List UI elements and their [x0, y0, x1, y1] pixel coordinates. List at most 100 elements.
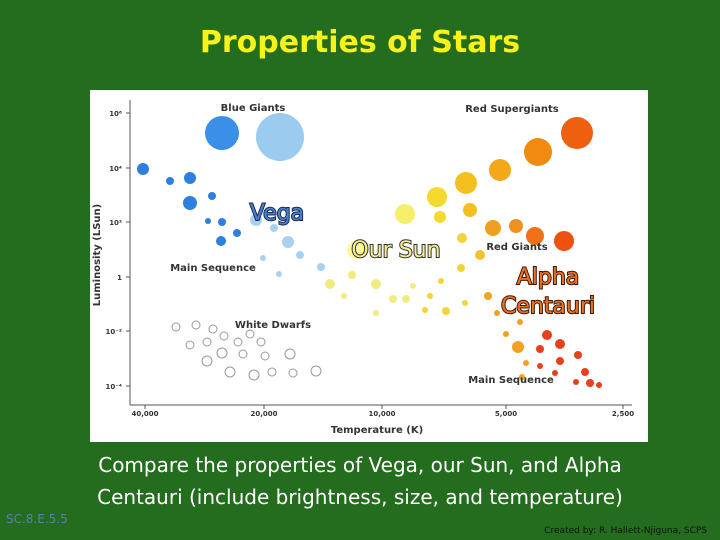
star	[537, 363, 543, 369]
white-dwarf	[245, 329, 255, 339]
star	[184, 172, 196, 184]
star-annotation: Centauri	[501, 294, 595, 319]
x-tick-label: 10,000	[368, 410, 395, 418]
star	[371, 279, 381, 289]
star	[402, 295, 410, 303]
star	[552, 370, 558, 376]
region-label: Main Sequence	[468, 375, 554, 386]
white-dwarf	[310, 365, 322, 377]
credit: Created by: R. Hallett-Njiguna, SCPS	[544, 526, 707, 536]
star	[457, 264, 465, 272]
diagram-labels: Blue Giants Red Supergiants Main Sequence R…	[170, 103, 596, 386]
star	[555, 339, 565, 349]
star	[216, 236, 226, 246]
y-tick-label: 1	[117, 274, 122, 282]
y-tick-label: 10⁻⁴	[105, 383, 122, 391]
hr-diagram: Luminosity (LSun) Temperature (K) 40,000…	[90, 90, 648, 442]
star	[524, 138, 552, 166]
star	[270, 224, 278, 232]
y-tick-label: 10⁴	[109, 165, 122, 173]
star	[250, 214, 262, 226]
white-dwarf	[201, 355, 213, 367]
star	[137, 163, 149, 175]
star	[526, 227, 544, 245]
star	[296, 251, 304, 259]
star	[484, 292, 492, 300]
star	[523, 360, 529, 366]
star	[512, 341, 524, 353]
star	[256, 113, 304, 161]
star	[317, 263, 325, 271]
star	[463, 203, 477, 217]
white-dwarf	[238, 349, 248, 359]
white-dwarf	[185, 340, 195, 350]
white-dwarf	[267, 367, 277, 377]
star	[536, 345, 544, 353]
slide-title: Properties of Stars	[200, 25, 520, 60]
white-dwarf	[219, 331, 229, 341]
star	[573, 379, 579, 385]
x-tick-label: 20,000	[250, 410, 277, 418]
white-dwarf	[216, 347, 228, 359]
x-tick-label: 40,000	[131, 410, 158, 418]
star-annotation: Vega	[250, 201, 304, 226]
star	[233, 229, 241, 237]
region-label: Blue Giants	[221, 103, 286, 114]
star	[208, 192, 216, 200]
white-dwarf	[224, 366, 236, 378]
star	[389, 295, 397, 303]
star	[205, 218, 211, 224]
star	[341, 293, 347, 299]
star	[438, 278, 444, 284]
diagram-panel	[90, 90, 648, 442]
star	[183, 196, 197, 210]
star	[462, 300, 468, 306]
star-annotation: Alpha	[517, 265, 580, 290]
star	[422, 307, 428, 313]
star	[442, 307, 450, 315]
star	[395, 204, 415, 224]
caption-line: Centauri (include brightness, size, and …	[97, 485, 623, 509]
star	[556, 357, 564, 365]
star	[554, 231, 574, 251]
white-dwarf	[171, 322, 181, 332]
star	[542, 330, 552, 340]
x-tick-label: 5,000	[495, 410, 517, 418]
star	[218, 218, 226, 226]
standard-code: SC.8.E.5.5	[6, 512, 68, 526]
region-label: Red Supergiants	[465, 104, 559, 115]
y-tick-label: 10²	[109, 219, 122, 227]
star	[455, 172, 477, 194]
star-annotation: Our Sun	[351, 238, 440, 263]
white-dwarf	[256, 337, 266, 347]
white-dwarf	[191, 320, 201, 330]
white-dwarf	[202, 337, 212, 347]
star	[347, 241, 365, 259]
star	[489, 159, 511, 181]
star	[596, 382, 602, 388]
star	[276, 271, 282, 277]
star	[260, 255, 266, 261]
caption-line: Compare the properties of Vega, our Sun,…	[98, 453, 622, 477]
white-dwarf	[208, 324, 218, 334]
star	[282, 236, 294, 248]
star	[427, 187, 447, 207]
star	[475, 250, 485, 260]
star	[581, 368, 589, 376]
y-tick-label: 10⁻²	[105, 328, 122, 336]
star	[325, 279, 335, 289]
star	[519, 374, 525, 380]
star	[586, 379, 594, 387]
star	[485, 220, 501, 236]
x-tick-label: 2,500	[612, 410, 634, 418]
star	[574, 351, 582, 359]
region-label: White Dwarfs	[235, 320, 311, 331]
star	[561, 117, 593, 149]
star	[494, 310, 500, 316]
star	[205, 116, 239, 150]
star	[509, 219, 523, 233]
white-dwarf	[248, 369, 260, 381]
star	[410, 283, 416, 289]
region-label: Main Sequence	[170, 263, 256, 274]
